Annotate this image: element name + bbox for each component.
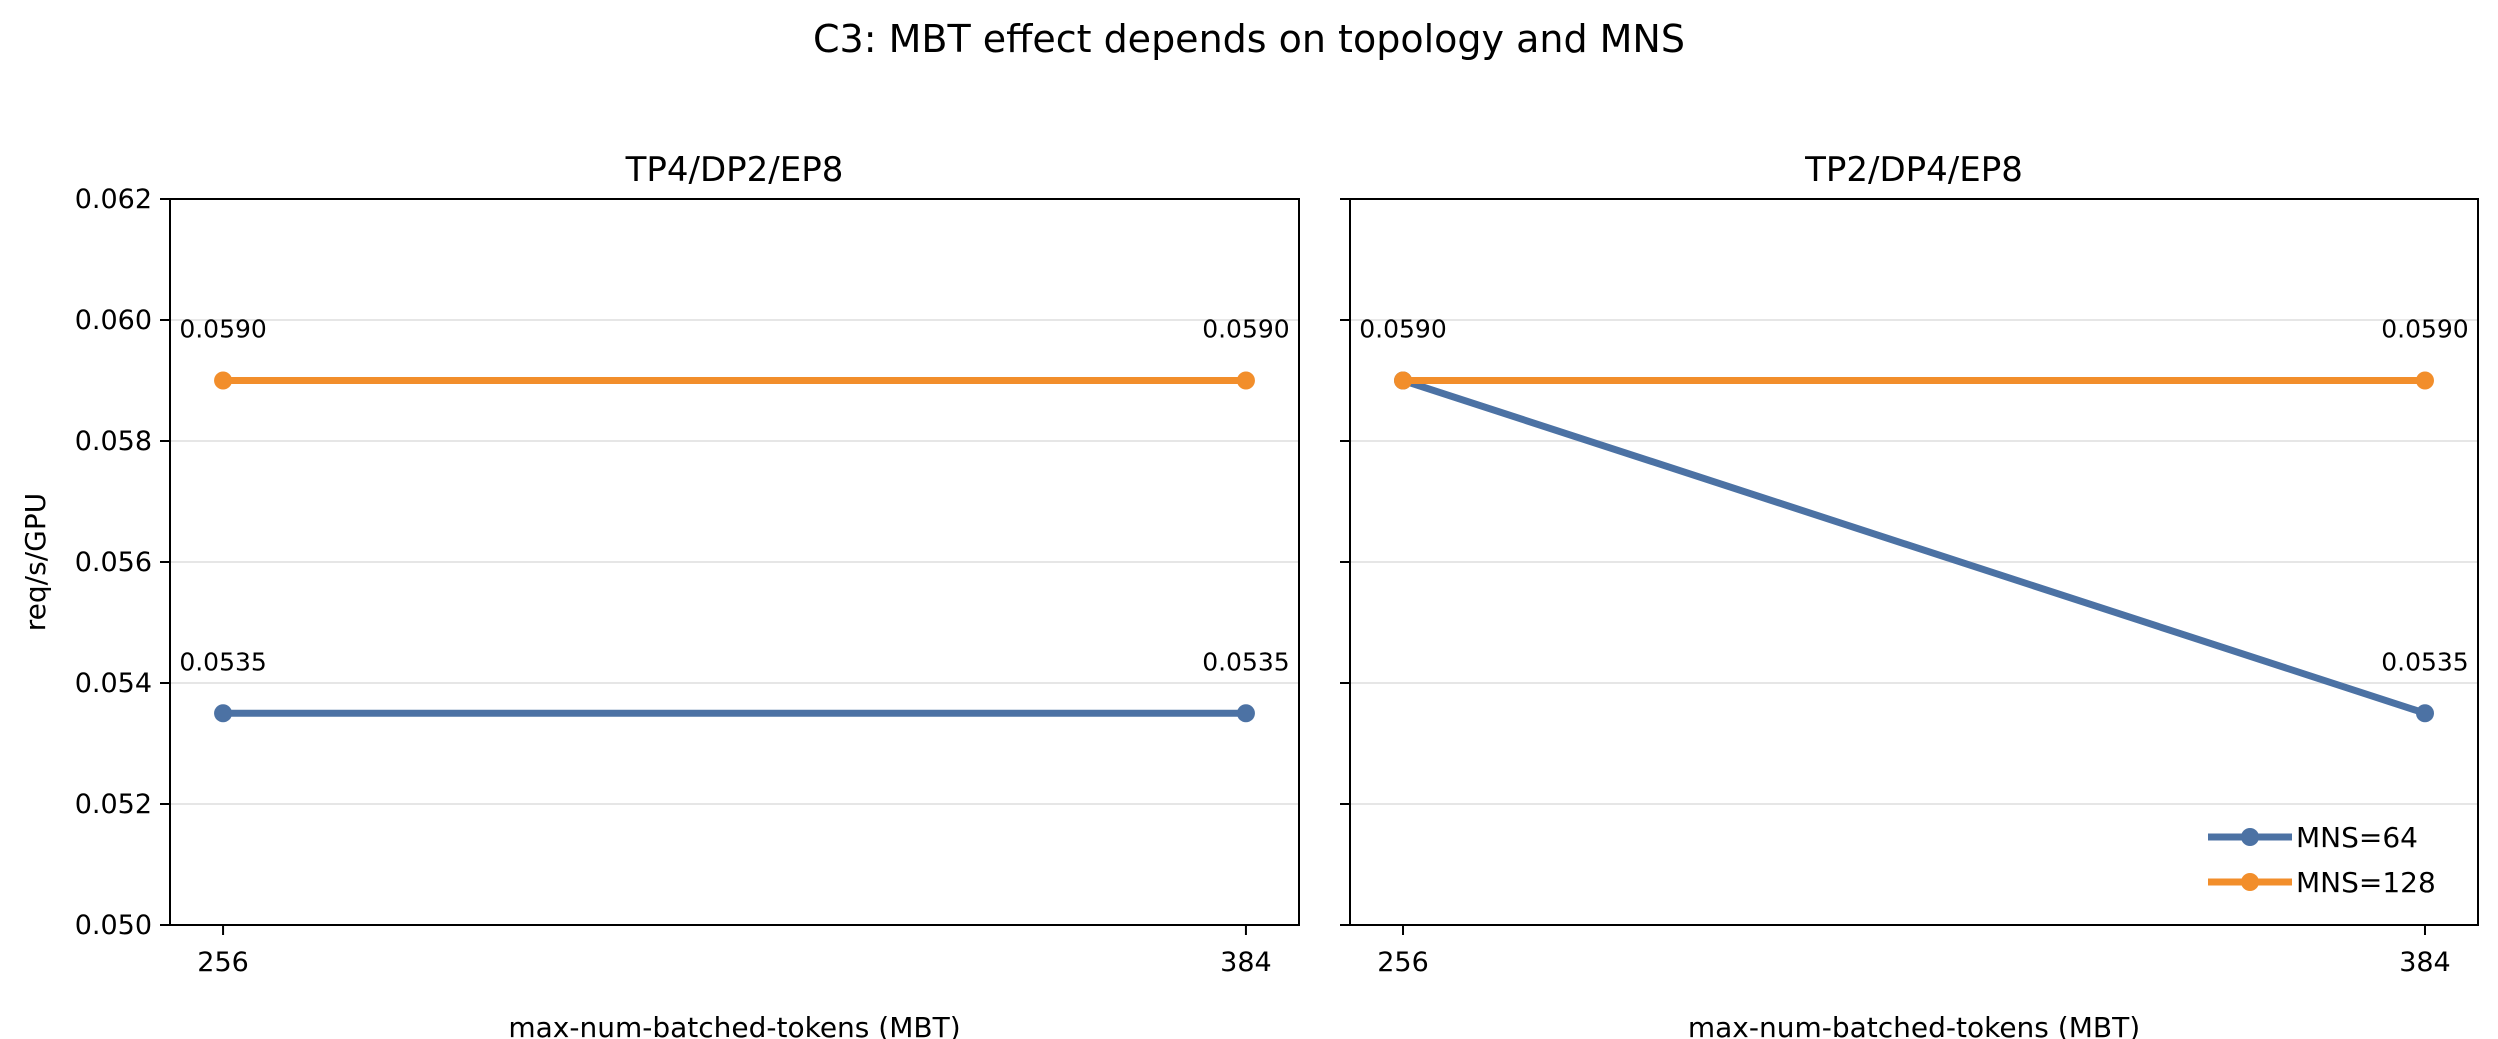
data-label: 0.0535	[1202, 647, 1289, 676]
legend-marker	[2241, 828, 2259, 846]
subplot-left: 0.050 0.052 0.054 0.056 0.058 0.060 0.062 256 38…	[19, 150, 1300, 1039]
y-axis-label: req/s/GPU	[19, 493, 52, 631]
data-point	[1236, 371, 1255, 390]
legend-marker	[2241, 873, 2259, 891]
legend-label: MNS=128	[2296, 866, 2436, 899]
x-axis-label: max-num-batched-tokens (MBT)	[1688, 1011, 2140, 1039]
legend-label: MNS=64	[2296, 821, 2418, 854]
data-label: 0.0590	[2381, 315, 2468, 344]
x-axis-label: max-num-batched-tokens (MBT)	[508, 1011, 960, 1039]
data-label: 0.0590	[179, 315, 266, 344]
y-tick-label: 0.062	[75, 184, 152, 215]
data-point	[1236, 704, 1255, 723]
data-point	[2415, 704, 2434, 723]
data-point	[2415, 371, 2434, 390]
x-tick-label: 384	[1220, 947, 1272, 978]
subplot-right: 256 384 0.0535 0.0590 0.0590 TP2/DP4/EP8 max-n…	[1340, 150, 2479, 1039]
x-tick-label: 384	[2399, 947, 2451, 978]
data-point	[214, 704, 233, 723]
subplot-title: TP4/DP2/EP8	[625, 150, 844, 190]
y-tick-label: 0.054	[75, 668, 152, 699]
series-line	[1401, 377, 2427, 717]
y-tick-label: 0.060	[75, 305, 152, 336]
data-point	[1394, 371, 1413, 390]
data-label: 0.0535	[179, 647, 266, 676]
y-tick-label: 0.050	[75, 910, 152, 941]
axes-frame	[169, 198, 1300, 926]
y-tick-label: 0.052	[75, 789, 152, 820]
data-point	[214, 371, 233, 390]
axes-frame	[1349, 198, 2479, 926]
y-tick-label: 0.056	[75, 547, 152, 578]
data-label: 0.0535	[2381, 647, 2468, 676]
x-tick-label: 256	[197, 947, 249, 978]
x-tick-label: 256	[1377, 947, 1429, 978]
figure-title: C3: MBT effect depends on topology and M…	[813, 17, 1685, 61]
data-label: 0.0590	[1202, 315, 1289, 344]
data-label: 0.0590	[1359, 315, 1446, 344]
subplot-title: TP2/DP4/EP8	[1804, 150, 2023, 190]
y-tick-label: 0.058	[75, 426, 152, 457]
